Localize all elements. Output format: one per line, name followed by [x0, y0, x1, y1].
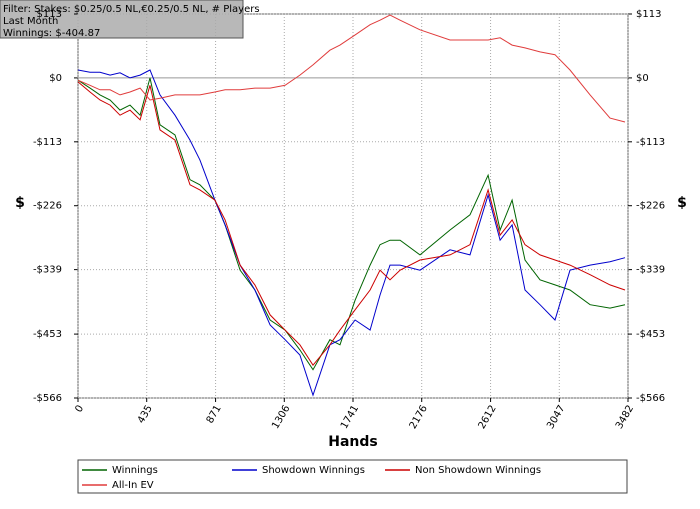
y-tick-label: -$113 — [33, 137, 62, 148]
series-line — [77, 14, 626, 123]
title-box — [0, 0, 244, 39]
y2-tick-label: $113 — [636, 9, 661, 20]
x-tick-label: 0 — [73, 404, 86, 415]
title-line: Filter: Stakes: $0.25/0.5 NL,€0.25/0.5 N… — [3, 4, 260, 15]
legend-label: Non Showdown Winnings — [415, 465, 541, 476]
y2-tick-label: -$113 — [636, 137, 665, 148]
y-tick-label: -$566 — [33, 393, 62, 404]
y-tick-label: $113 — [37, 9, 62, 20]
series-line — [77, 69, 626, 397]
title-line: Last Month — [3, 16, 58, 27]
y-tick-label: -$339 — [33, 265, 62, 276]
legend-label: Winnings — [112, 465, 158, 476]
y2-tick-label: $0 — [636, 73, 649, 84]
legend-label: All-In EV — [112, 480, 154, 491]
y2-tick-label: -$566 — [636, 393, 665, 404]
y2-tick-label: -$453 — [636, 329, 665, 340]
legend-label: Showdown Winnings — [262, 465, 365, 476]
y2-tick-label: -$226 — [636, 201, 665, 212]
y-tick-label: -$226 — [33, 201, 62, 212]
y2-axis-label: $ — [677, 195, 687, 211]
y-tick-label: $0 — [49, 73, 62, 84]
y-axis-label: $ — [15, 195, 25, 211]
y-tick-label: -$453 — [33, 329, 62, 340]
series-line — [77, 81, 626, 367]
title-line: Winnings: $-404.87 — [3, 28, 100, 39]
y2-tick-label: -$339 — [636, 265, 665, 276]
x-axis-label: Hands — [328, 434, 378, 450]
legend — [77, 459, 628, 494]
